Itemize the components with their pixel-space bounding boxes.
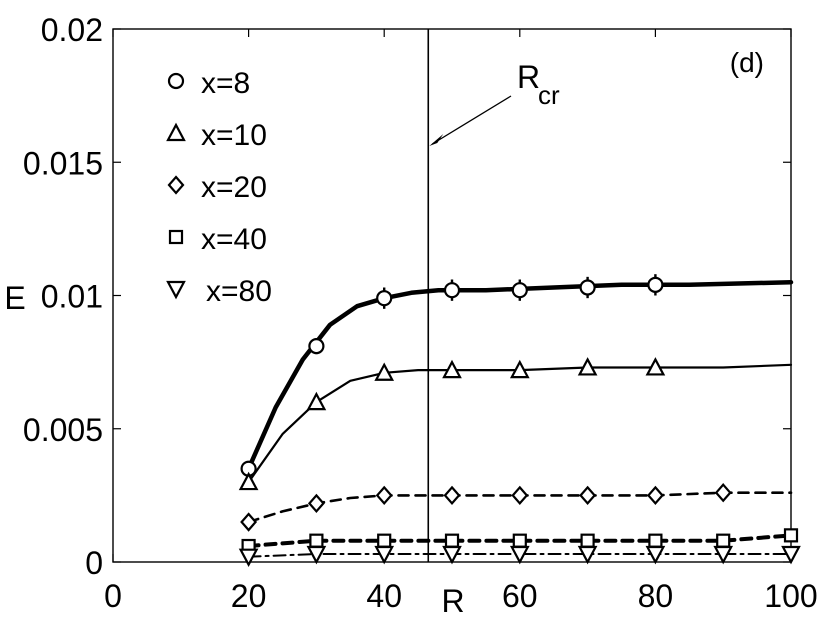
marker-triangle-up (509, 359, 530, 379)
marker-triangle-up (442, 359, 462, 379)
legend-label: x=40 (201, 223, 267, 256)
marker-triangle-down (374, 545, 395, 565)
marker-circle (579, 279, 596, 296)
annotation-arrow-shaft (431, 95, 512, 145)
ticks: 0 20 40 60 80 100 0 0.005 0.01 0.015 0.02 (23, 12, 818, 614)
marker-triangle-up (577, 357, 598, 376)
marker-triangle-down (306, 545, 327, 565)
marker-diamond (375, 485, 393, 506)
marker-square (444, 533, 460, 548)
marker-square (716, 533, 731, 548)
critical-R-subscript: cr (538, 80, 560, 110)
marker-circle (511, 282, 528, 299)
marker-square (168, 229, 184, 245)
legend-label: x=10 (201, 119, 267, 152)
marker-triangle-up (238, 471, 259, 491)
x-tick-label: 20 (231, 578, 267, 614)
marker-triangle-down (713, 545, 734, 565)
marker-circle (443, 282, 461, 299)
x-axis-label: R (441, 583, 464, 619)
marker-triangle-down (781, 545, 801, 565)
marker-diamond (443, 485, 461, 506)
marker-diamond (307, 493, 325, 514)
marker-triangle-down (442, 545, 462, 565)
y-tick-label: 0.02 (41, 12, 103, 48)
marker-triangle-down (166, 280, 186, 300)
series-markers (238, 274, 801, 568)
critical-R-label: R (517, 59, 540, 95)
marker-triangle-down (645, 545, 666, 565)
marker-square (377, 533, 392, 548)
legend: x=8 x=10 x=20 x=40 x=80 (166, 67, 272, 308)
y-tick-label: 0.015 (23, 145, 103, 181)
x-tick-label: 60 (502, 578, 538, 614)
marker-diamond (579, 485, 597, 506)
marker-triangle-down (238, 548, 259, 568)
series-line-x=8 (246, 279, 794, 471)
x-tick-label: 100 (764, 578, 817, 614)
marker-square (512, 533, 527, 548)
marker-circle (308, 338, 325, 355)
y-tick-label: 0.01 (41, 279, 103, 315)
annotations: Rcr (427, 29, 560, 562)
marker-square (648, 533, 663, 548)
marker-circle (647, 276, 664, 293)
marker-diamond (646, 485, 664, 506)
marker-diamond (167, 175, 185, 195)
marker-triangle-up (306, 391, 327, 411)
marker-square (309, 533, 324, 548)
legend-label: x=80 (206, 275, 272, 308)
marker-diamond (240, 512, 258, 532)
marker-square (783, 528, 799, 543)
marker-triangle-down (577, 545, 598, 565)
x-tick-label: 80 (638, 578, 674, 614)
series-line-x=10 (247, 363, 793, 484)
marker-triangle-up (166, 122, 186, 142)
annotation-arrow-head (429, 134, 444, 146)
marker-triangle-up (645, 357, 666, 376)
marker-diamond (511, 485, 529, 506)
marker-circle (167, 72, 185, 90)
y-tick-label: 0.005 (23, 412, 103, 448)
legend-label: x=8 (201, 67, 250, 100)
marker-diamond (714, 483, 732, 503)
marker-triangle-down (509, 545, 530, 565)
marker-square (580, 533, 595, 548)
x-tick-label: 40 (366, 578, 402, 614)
y-axis-label: E (4, 280, 25, 316)
panel-label: (d) (730, 47, 764, 78)
y-tick-label: 0 (85, 545, 103, 581)
series-lines (246, 279, 794, 558)
legend-label: x=20 (201, 171, 267, 204)
x-tick-label: 0 (104, 578, 122, 614)
series-line-x=80 (247, 553, 792, 558)
marker-circle (376, 290, 393, 307)
marker-triangle-up (374, 362, 395, 381)
